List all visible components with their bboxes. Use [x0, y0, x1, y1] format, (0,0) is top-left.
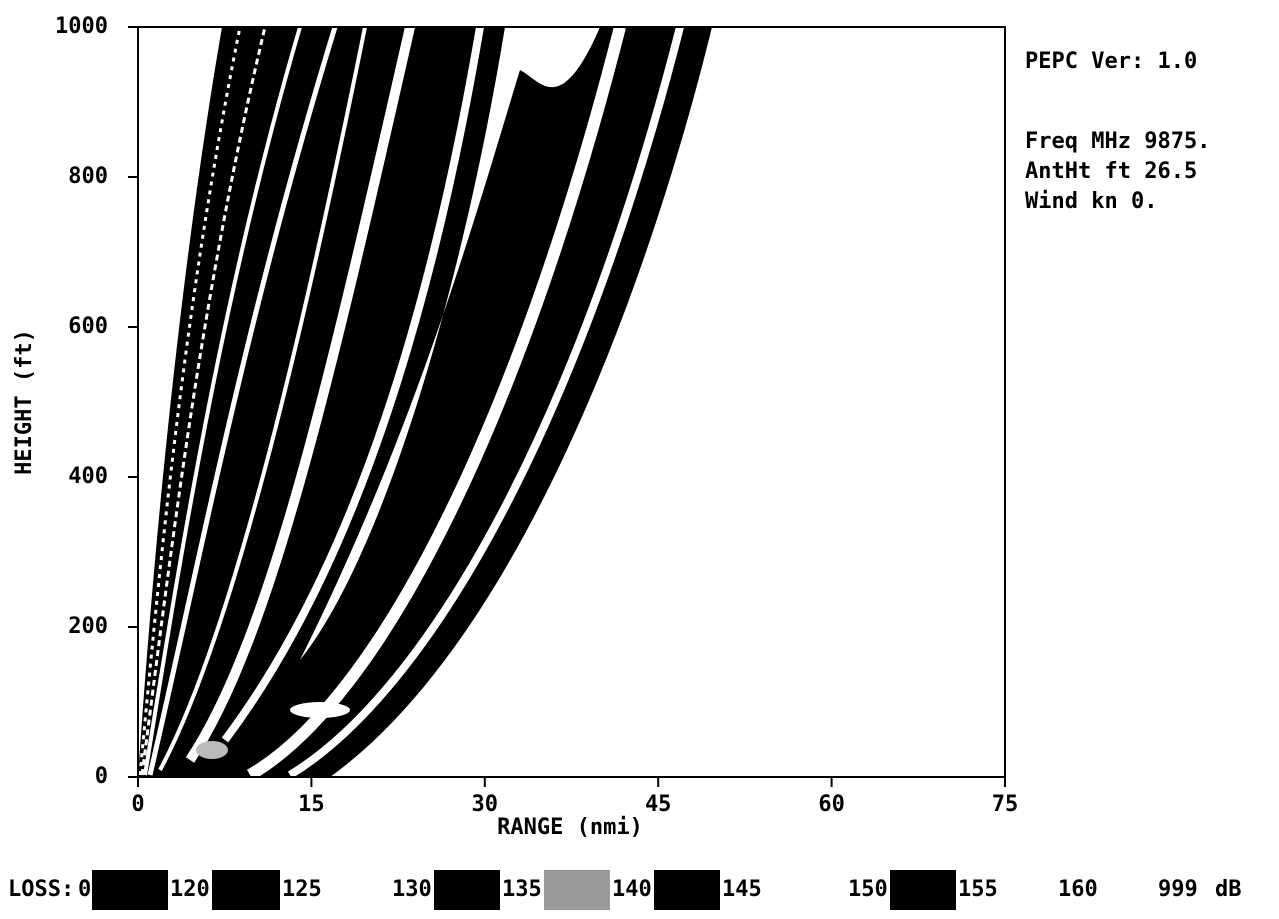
legend-swatch	[434, 870, 500, 910]
contour-band	[138, 27, 712, 777]
x-tick-label: 0	[131, 792, 144, 817]
info-line: Wind kn 0.	[1025, 189, 1157, 214]
y-tick-label: 600	[68, 314, 108, 339]
contour-stripe	[147, 26, 338, 776]
y-tick-label: 800	[68, 164, 108, 189]
contour-spot	[196, 741, 228, 759]
legend-swatch	[324, 870, 390, 910]
contour-stripe	[140, 26, 267, 776]
contour-stripe	[287, 26, 684, 779]
legend-level: 125	[282, 877, 322, 902]
legend-level: 0	[78, 877, 91, 902]
x-tick-label: 15	[298, 792, 325, 817]
x-tick-label: 30	[472, 792, 499, 817]
x-axis-label: RANGE (nmi)	[497, 815, 643, 840]
legend-level: 155	[958, 877, 998, 902]
legend: LOSS: 0 120 125 130 135 140 145 150 155 160 999 dB	[8, 870, 1242, 910]
contour-spot	[290, 702, 350, 718]
info-line: PEPC Ver: 1.0	[1025, 49, 1197, 74]
axes: 0 15 30 45 60 75 0 200 400 600 800 1000	[55, 14, 1018, 817]
x-tick-label: 45	[645, 792, 672, 817]
x-tick-label: 60	[818, 792, 845, 817]
legend-level: 145	[722, 877, 762, 902]
contour-stripe	[158, 26, 367, 771]
legend-swatch	[654, 870, 720, 910]
legend-level: 135	[502, 877, 542, 902]
legend-swatch	[890, 870, 956, 910]
y-tick-label: 200	[68, 614, 108, 639]
legend-level: 130	[392, 877, 432, 902]
contour-stripe	[138, 26, 242, 776]
legend-swatch	[544, 870, 610, 910]
legend-level: 150	[848, 877, 888, 902]
info-panel: PEPC Ver: 1.0 Freq MHz 9875. AntHt ft 26.5…	[1025, 49, 1210, 214]
y-tick-label: 0	[95, 764, 108, 789]
legend-level: 999	[1158, 877, 1198, 902]
legend-level: 140	[612, 877, 652, 902]
legend-swatch	[1000, 870, 1056, 910]
contour-stripe	[143, 26, 302, 776]
contour-stripe	[185, 25, 415, 763]
y-tick-label: 1000	[55, 14, 108, 39]
legend-swatch	[764, 870, 846, 910]
legend-unit: dB	[1215, 877, 1242, 902]
x-tick-label: 75	[992, 792, 1019, 817]
legend-level: 120	[170, 877, 210, 902]
legend-level: 160	[1058, 877, 1098, 902]
contour-stripe	[246, 25, 626, 781]
contour-stripe	[221, 26, 484, 743]
info-line: AntHt ft 26.5	[1025, 159, 1197, 184]
contour-region	[300, 27, 600, 660]
legend-swatch	[92, 870, 168, 910]
legend-title: LOSS:	[8, 877, 74, 902]
y-tick-label: 400	[68, 464, 108, 489]
legend-swatch	[212, 870, 280, 910]
legend-swatch	[1100, 870, 1156, 910]
contour-field	[138, 25, 712, 781]
plot-frame	[137, 26, 1006, 778]
y-axis-label: HEIGHT (ft)	[12, 329, 37, 475]
info-line: Freq MHz 9875.	[1025, 129, 1210, 154]
